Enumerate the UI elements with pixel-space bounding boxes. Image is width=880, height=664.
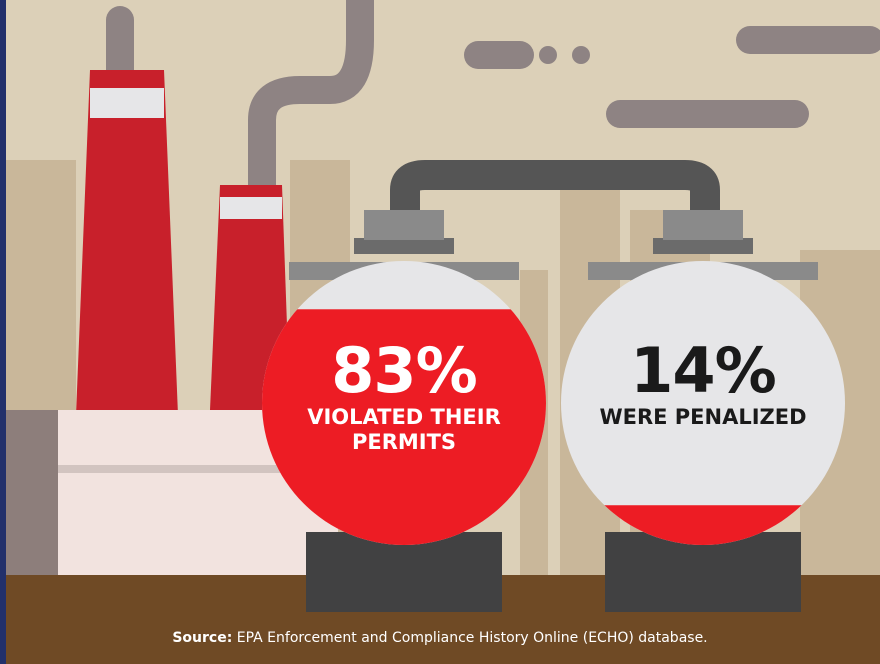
tank-neck (364, 210, 444, 240)
source-text: EPA Enforcement and Compliance History O… (237, 630, 708, 646)
category-label: WERE PENALIZED (588, 405, 818, 430)
tank-lid (653, 238, 753, 254)
tank-neck (663, 210, 743, 240)
value-label: 14% (573, 340, 833, 402)
chart (0, 0, 880, 664)
infographic: 83%VIOLATED THEIR PERMITS 14% WERE PENALIZ… (0, 0, 880, 664)
source-label: Source: (172, 630, 232, 646)
value-label: 83% (274, 340, 534, 402)
tank-lid (354, 238, 454, 254)
category-label: VIOLATED THEIR PERMITS (289, 405, 519, 455)
source-note: Source: EPA Enforcement and Compliance H… (0, 612, 880, 664)
